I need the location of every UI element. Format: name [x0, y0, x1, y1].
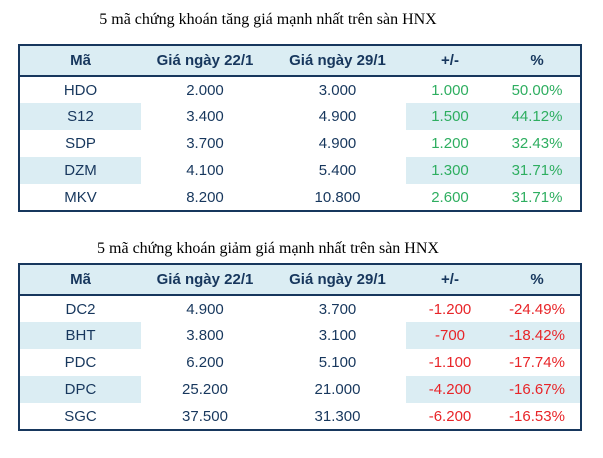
- column-header-code: Mã: [19, 264, 141, 296]
- stock-code-cell: SDP: [19, 130, 141, 157]
- gainers-table: Mã Giá ngày 22/1 Giá ngày 29/1 +/- % HDO…: [18, 44, 582, 212]
- gainers-section: 5 mã chứng khoán tăng giá mạnh nhất trên…: [0, 10, 603, 212]
- stock-code-cell: DPC: [19, 376, 141, 403]
- table-row: MKV 8.200 10.800 2.600 31.71%: [19, 184, 581, 211]
- column-header-change: +/-: [406, 264, 494, 296]
- table-header-row: Mã Giá ngày 22/1 Giá ngày 29/1 +/- %: [19, 264, 581, 296]
- price-29-1-cell: 10.800: [269, 184, 406, 211]
- percent-cell: -24.49%: [494, 295, 581, 322]
- price-22-1-cell: 8.200: [141, 184, 269, 211]
- percent-cell: 50.00%: [494, 76, 581, 103]
- change-cell: -6.200: [406, 403, 494, 430]
- stock-code-cell: HDO: [19, 76, 141, 103]
- price-29-1-cell: 3.700: [269, 295, 406, 322]
- table-row: BHT 3.800 3.100 -700 -18.42%: [19, 322, 581, 349]
- stock-code-cell: S12: [19, 103, 141, 130]
- price-22-1-cell: 6.200: [141, 349, 269, 376]
- column-header-price-22-1: Giá ngày 22/1: [141, 45, 269, 77]
- stock-code-cell: MKV: [19, 184, 141, 211]
- change-cell: 2.600: [406, 184, 494, 211]
- price-29-1-cell: 3.100: [269, 322, 406, 349]
- price-22-1-cell: 37.500: [141, 403, 269, 430]
- price-29-1-cell: 4.900: [269, 130, 406, 157]
- price-22-1-cell: 25.200: [141, 376, 269, 403]
- column-header-percent: %: [494, 264, 581, 296]
- price-22-1-cell: 4.900: [141, 295, 269, 322]
- percent-cell: -18.42%: [494, 322, 581, 349]
- stock-code-cell: DZM: [19, 157, 141, 184]
- price-29-1-cell: 5.400: [269, 157, 406, 184]
- price-22-1-cell: 3.700: [141, 130, 269, 157]
- price-29-1-cell: 31.300: [269, 403, 406, 430]
- table-row: HDO 2.000 3.000 1.000 50.00%: [19, 76, 581, 103]
- price-22-1-cell: 2.000: [141, 76, 269, 103]
- price-29-1-cell: 3.000: [269, 76, 406, 103]
- table-row: DC2 4.900 3.700 -1.200 -24.49%: [19, 295, 581, 322]
- change-cell: -1.200: [406, 295, 494, 322]
- change-cell: 1.200: [406, 130, 494, 157]
- gainers-table-title: 5 mã chứng khoán tăng giá mạnh nhất trên…: [99, 11, 437, 28]
- column-header-percent: %: [494, 45, 581, 77]
- percent-cell: -16.67%: [494, 376, 581, 403]
- column-header-price-29-1: Giá ngày 29/1: [269, 264, 406, 296]
- percent-cell: -16.53%: [494, 403, 581, 430]
- column-header-price-29-1: Giá ngày 29/1: [269, 45, 406, 77]
- table-row: DZM 4.100 5.400 1.300 31.71%: [19, 157, 581, 184]
- percent-cell: -17.74%: [494, 349, 581, 376]
- table-row: DPC 25.200 21.000 -4.200 -16.67%: [19, 376, 581, 403]
- percent-cell: 32.43%: [494, 130, 581, 157]
- losers-table-title: 5 mã chứng khoán giảm giá mạnh nhất trên…: [97, 240, 439, 257]
- table-row: SGC 37.500 31.300 -6.200 -16.53%: [19, 403, 581, 430]
- price-29-1-cell: 21.000: [269, 376, 406, 403]
- losers-table: Mã Giá ngày 22/1 Giá ngày 29/1 +/- % DC2…: [18, 263, 582, 431]
- price-29-1-cell: 4.900: [269, 103, 406, 130]
- column-header-price-22-1: Giá ngày 22/1: [141, 264, 269, 296]
- losers-section: 5 mã chứng khoán giảm giá mạnh nhất trên…: [0, 239, 603, 431]
- table-row: S12 3.400 4.900 1.500 44.12%: [19, 103, 581, 130]
- stock-code-cell: PDC: [19, 349, 141, 376]
- percent-cell: 44.12%: [494, 103, 581, 130]
- percent-cell: 31.71%: [494, 157, 581, 184]
- column-header-change: +/-: [406, 45, 494, 77]
- change-cell: -700: [406, 322, 494, 349]
- percent-cell: 31.71%: [494, 184, 581, 211]
- stock-code-cell: BHT: [19, 322, 141, 349]
- change-cell: 1.000: [406, 76, 494, 103]
- change-cell: 1.300: [406, 157, 494, 184]
- stock-code-cell: DC2: [19, 295, 141, 322]
- column-header-code: Mã: [19, 45, 141, 77]
- change-cell: -1.100: [406, 349, 494, 376]
- price-22-1-cell: 3.400: [141, 103, 269, 130]
- change-cell: 1.500: [406, 103, 494, 130]
- table-header-row: Mã Giá ngày 22/1 Giá ngày 29/1 +/- %: [19, 45, 581, 77]
- table-row: PDC 6.200 5.100 -1.100 -17.74%: [19, 349, 581, 376]
- price-22-1-cell: 4.100: [141, 157, 269, 184]
- change-cell: -4.200: [406, 376, 494, 403]
- stock-code-cell: SGC: [19, 403, 141, 430]
- table-row: SDP 3.700 4.900 1.200 32.43%: [19, 130, 581, 157]
- price-22-1-cell: 3.800: [141, 322, 269, 349]
- price-29-1-cell: 5.100: [269, 349, 406, 376]
